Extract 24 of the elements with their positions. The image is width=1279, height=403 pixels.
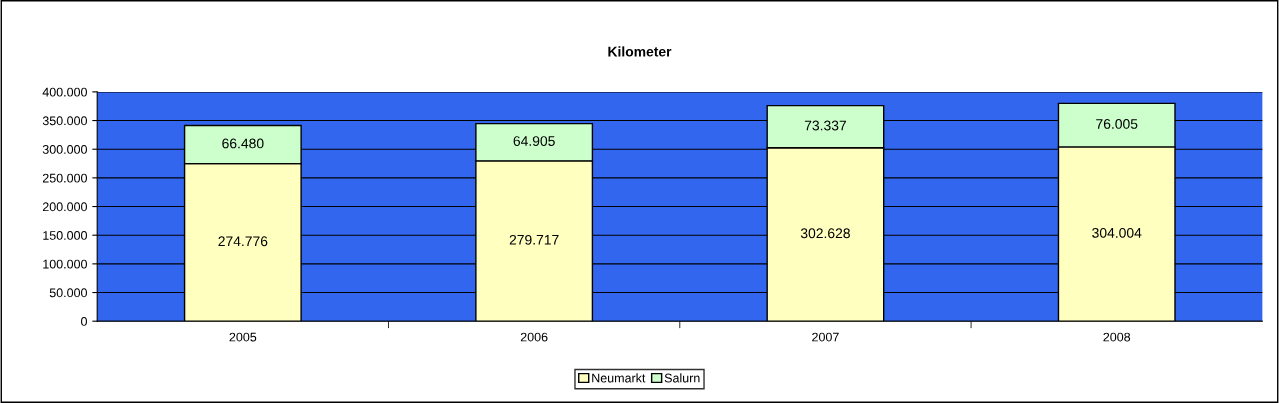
y-tick-label: 100.000: [43, 259, 87, 269]
y-tick-label: 250.000: [42, 173, 87, 183]
y-tick-label: 300.000: [42, 145, 87, 154]
y-tick-label: 50.000: [49, 288, 87, 298]
legend-label: Neumarkt: [592, 373, 646, 383]
y-tick-label: 200.000: [42, 202, 87, 212]
x-tick-label: 2008: [1103, 332, 1131, 342]
y-tick-label: 350.000: [42, 116, 87, 126]
data-label: 76.005: [1096, 119, 1138, 129]
data-label: 274.776: [218, 236, 268, 247]
y-tick-label: 400.000: [42, 87, 87, 97]
data-label: 64.905: [513, 136, 555, 146]
legend-label: Salurn: [664, 373, 700, 383]
y-tick-label: 150.000: [43, 231, 87, 240]
x-tick-label: 2006: [520, 332, 548, 342]
chart-title: Kilometer: [608, 46, 672, 57]
data-label: 279.717: [509, 234, 559, 245]
data-label: 73.337: [804, 120, 846, 131]
x-tick-label: 2007: [812, 332, 839, 342]
x-tick-label: 2005: [229, 332, 257, 342]
data-label: 304.004: [1092, 227, 1142, 238]
y-tick-label: 0: [81, 316, 87, 326]
data-label: 66.480: [222, 138, 264, 149]
data-label: 302.628: [800, 228, 850, 239]
